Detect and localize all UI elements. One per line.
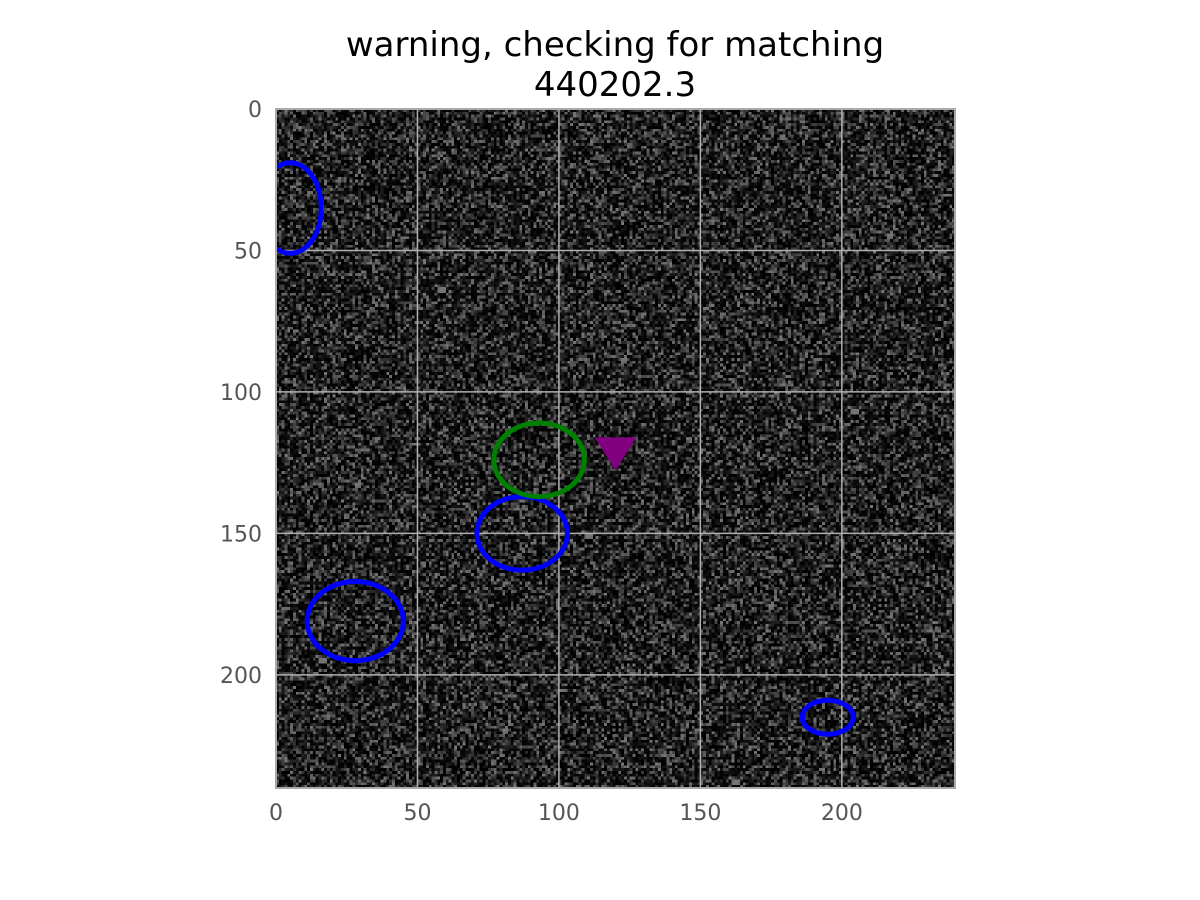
x-tick-label-3: 150 [679,801,721,826]
y-tick-label-1: 50 [234,239,262,264]
y-tick-label-0: 0 [248,98,262,123]
x-tick-label-1: 50 [403,801,431,826]
ellipse-marker-0 [276,160,324,256]
x-tick-label-2: 100 [538,801,580,826]
x-tick-label-4: 200 [821,801,863,826]
ellipse-marker-1 [304,578,406,664]
y-tick-label-3: 150 [220,522,262,547]
triangle-marker-0 [594,437,637,471]
chart-title-line-1: warning, checking for matching [346,25,884,65]
x-tick-label-0: 0 [269,801,283,826]
chart-title-line-2: 440202.3 [534,65,696,105]
y-tick-label-2: 100 [220,381,262,406]
plot-frame [275,108,956,789]
ellipse-marker-4 [491,420,587,500]
y-tick-label-4: 200 [220,664,262,689]
ellipse-marker-3 [799,697,856,737]
plot-area: 0 50 100 150 200 0 50 100 150 200 [220,98,956,826]
